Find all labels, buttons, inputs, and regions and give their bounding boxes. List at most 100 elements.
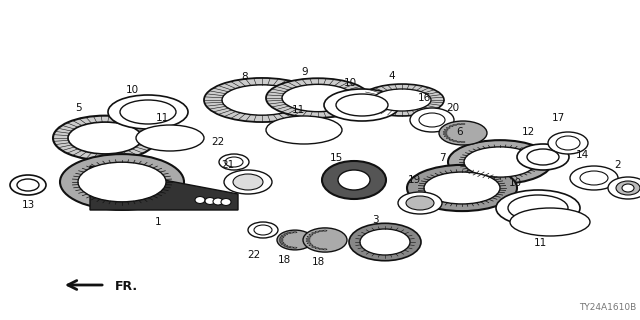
Text: 4: 4 <box>388 71 396 81</box>
Ellipse shape <box>570 166 618 190</box>
Ellipse shape <box>108 95 188 129</box>
Ellipse shape <box>449 126 453 127</box>
Ellipse shape <box>446 127 450 128</box>
Ellipse shape <box>225 157 243 167</box>
Ellipse shape <box>336 94 388 116</box>
Ellipse shape <box>444 129 448 130</box>
Ellipse shape <box>580 171 608 185</box>
Ellipse shape <box>204 78 320 122</box>
Text: 8: 8 <box>242 72 248 82</box>
Ellipse shape <box>282 235 285 236</box>
Text: 9: 9 <box>301 67 308 77</box>
Ellipse shape <box>324 89 400 121</box>
Text: 17: 17 <box>552 113 564 123</box>
Text: 16: 16 <box>417 93 431 103</box>
Ellipse shape <box>406 196 434 210</box>
Ellipse shape <box>496 190 580 226</box>
Ellipse shape <box>284 234 288 235</box>
Text: 18: 18 <box>312 257 324 267</box>
Ellipse shape <box>312 232 316 234</box>
Ellipse shape <box>461 141 465 142</box>
Ellipse shape <box>349 223 421 261</box>
Ellipse shape <box>284 245 288 246</box>
Ellipse shape <box>213 198 223 205</box>
Text: 6: 6 <box>457 127 463 137</box>
Text: 10: 10 <box>125 85 139 95</box>
Text: 3: 3 <box>372 215 378 225</box>
Ellipse shape <box>323 249 327 250</box>
Text: 10: 10 <box>508 178 522 188</box>
Ellipse shape <box>452 140 456 141</box>
Ellipse shape <box>319 249 323 250</box>
Ellipse shape <box>290 247 294 248</box>
Ellipse shape <box>254 225 272 235</box>
Ellipse shape <box>360 229 410 255</box>
Text: 5: 5 <box>75 103 81 113</box>
Text: 18: 18 <box>277 255 291 265</box>
Ellipse shape <box>136 125 204 151</box>
Ellipse shape <box>452 124 456 125</box>
Ellipse shape <box>556 136 580 150</box>
Ellipse shape <box>53 116 157 160</box>
Ellipse shape <box>360 84 444 116</box>
Ellipse shape <box>622 184 634 192</box>
Text: 21: 21 <box>221 160 235 170</box>
Ellipse shape <box>448 140 552 184</box>
Ellipse shape <box>282 84 354 112</box>
Ellipse shape <box>10 175 46 195</box>
Text: 22: 22 <box>211 137 225 147</box>
Ellipse shape <box>280 242 284 243</box>
Ellipse shape <box>219 154 249 170</box>
Ellipse shape <box>443 133 447 135</box>
Ellipse shape <box>449 139 453 140</box>
Text: 12: 12 <box>522 127 534 137</box>
Ellipse shape <box>277 230 313 250</box>
Text: 11: 11 <box>291 105 305 115</box>
Ellipse shape <box>444 136 448 137</box>
Text: 14: 14 <box>575 150 589 160</box>
Text: 15: 15 <box>330 153 342 163</box>
Text: 13: 13 <box>21 200 35 210</box>
Ellipse shape <box>280 237 284 238</box>
Ellipse shape <box>439 121 487 145</box>
Text: 1: 1 <box>155 217 161 227</box>
Ellipse shape <box>195 196 205 204</box>
Text: 7: 7 <box>438 153 445 163</box>
Text: 22: 22 <box>248 250 260 260</box>
Text: 11: 11 <box>156 113 168 123</box>
Ellipse shape <box>279 240 283 242</box>
Ellipse shape <box>306 241 310 242</box>
Ellipse shape <box>205 197 215 204</box>
Ellipse shape <box>517 144 569 170</box>
Ellipse shape <box>457 141 461 142</box>
Text: FR.: FR. <box>115 281 138 293</box>
Text: TY24A1610B: TY24A1610B <box>579 303 636 312</box>
Ellipse shape <box>221 198 231 205</box>
Ellipse shape <box>17 179 39 191</box>
Ellipse shape <box>446 138 450 139</box>
Text: 19: 19 <box>408 175 420 185</box>
Ellipse shape <box>279 238 283 240</box>
Ellipse shape <box>407 165 517 211</box>
Ellipse shape <box>508 195 568 221</box>
Ellipse shape <box>315 248 319 249</box>
Ellipse shape <box>457 124 461 125</box>
Ellipse shape <box>616 181 640 195</box>
Polygon shape <box>90 166 238 210</box>
Text: 20: 20 <box>447 103 460 113</box>
Ellipse shape <box>287 246 291 247</box>
Ellipse shape <box>282 244 285 245</box>
Ellipse shape <box>464 147 536 177</box>
Ellipse shape <box>323 230 327 231</box>
Ellipse shape <box>309 245 313 246</box>
Ellipse shape <box>527 149 559 165</box>
Ellipse shape <box>293 232 297 233</box>
Ellipse shape <box>248 222 278 238</box>
Ellipse shape <box>312 246 316 248</box>
Ellipse shape <box>608 177 640 199</box>
Ellipse shape <box>338 170 370 190</box>
Ellipse shape <box>60 154 184 210</box>
Ellipse shape <box>424 172 500 204</box>
Ellipse shape <box>322 161 386 199</box>
Ellipse shape <box>222 85 302 115</box>
